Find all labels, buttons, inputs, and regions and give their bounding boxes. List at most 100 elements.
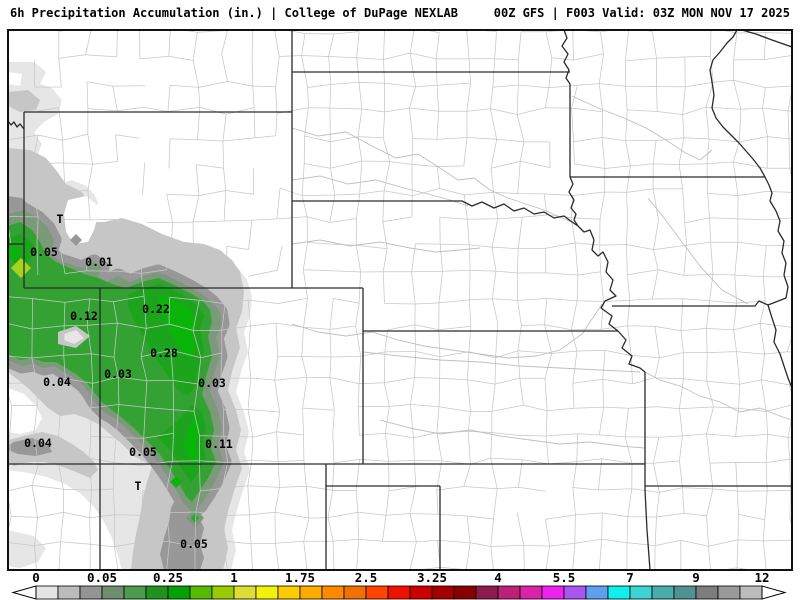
colorbar-segment — [79, 585, 103, 600]
precip-value-label: 0.04 — [43, 375, 71, 389]
colorbar-segment — [717, 585, 741, 600]
colorbar-tick-label: 12 — [754, 570, 769, 585]
colorbar-segment — [101, 585, 125, 600]
state-border — [292, 200, 579, 227]
colorbar-segment — [35, 585, 59, 600]
precip-value-label: 0.05 — [129, 445, 157, 459]
state-border — [767, 304, 792, 389]
colorbar-tick-label: 1.75 — [285, 570, 315, 585]
state-border — [617, 330, 646, 373]
colorbar-right-arrow-icon — [761, 585, 787, 600]
colorbar-tick-label: 9 — [692, 570, 700, 585]
colorbar-segment — [453, 585, 477, 600]
colorbar-tick-label: 7 — [626, 570, 634, 585]
state-border — [561, 30, 571, 177]
river-line — [291, 127, 575, 224]
state-border — [568, 176, 579, 227]
state-border — [577, 225, 619, 332]
colorbar-segment — [189, 585, 213, 600]
river-line — [291, 239, 481, 253]
rivers-layer — [291, 95, 792, 449]
colorbar-tick-label: 0.05 — [87, 570, 117, 585]
precip-area-trace-gray — [8, 530, 46, 568]
precip-value-label: 0.22 — [142, 302, 170, 316]
colorbar-segment — [651, 585, 675, 600]
state-borders-layer — [8, 30, 792, 570]
colorbar-segment — [277, 585, 301, 600]
precip-area-green-bright — [8, 246, 20, 260]
precip-value-label: 0.05 — [30, 245, 58, 259]
map-labels-layer: T 0.05 0.01 0.12 0.22 0.28 0.03 0.04 0.03 0.04 0.0… — [24, 212, 233, 551]
river-line — [379, 419, 645, 449]
colorbar-segment — [299, 585, 323, 600]
river-line — [647, 197, 749, 305]
precip-area-green-bright — [158, 296, 196, 358]
colorbar-segment — [57, 585, 81, 600]
colorbar-segment — [255, 585, 279, 600]
colorbar-tick-label: 5.5 — [553, 570, 576, 585]
colorbar-tick-label: 0.25 — [153, 570, 183, 585]
precip-value-label: 0.12 — [70, 309, 98, 323]
colorbar-segment — [321, 585, 345, 600]
colorbar-segment — [739, 585, 763, 600]
colorbar-segment — [409, 585, 433, 600]
colorbar-segment — [695, 585, 719, 600]
precip-area-hole-lighter — [64, 330, 84, 344]
precip-value-label: T — [135, 479, 142, 493]
precip-area-white-holes — [8, 72, 22, 86]
colorbar-segment — [387, 585, 411, 600]
colorbar-segment — [541, 585, 565, 600]
colorbar-segment — [343, 585, 367, 600]
precip-area-light-gray — [8, 90, 40, 112]
state-border — [709, 30, 789, 306]
state-border — [8, 120, 25, 130]
river-line — [571, 95, 713, 161]
colorbar-tick-label: 2.5 — [355, 570, 378, 585]
colorbar-tick-label: 4 — [494, 570, 502, 585]
precip-area-green-bright — [170, 476, 182, 488]
river-line — [291, 303, 603, 359]
colorbar-segment — [167, 585, 191, 600]
precip-value-label: 0.03 — [104, 367, 132, 381]
state-border — [612, 300, 769, 307]
precip-area-yellow-green-spot — [11, 258, 31, 278]
model-run-info: 00Z GFS | F003 Valid: 03Z MON NOV 17 202… — [493, 6, 790, 20]
title-bar: 6h Precipitation Accumulation (in.) | Co… — [0, 0, 800, 28]
precip-value-label: 0.05 — [180, 537, 208, 551]
colorbar-segment — [233, 585, 257, 600]
colorbar-segment — [365, 585, 389, 600]
precip-value-label: T — [57, 212, 64, 226]
colorbar-tick-label: 0 — [32, 570, 40, 585]
colorbar: 0 0.05 0.25 1 1.75 2.5 3.25 4 5.5 7 9 12 — [11, 570, 787, 600]
colorbar-segment — [519, 585, 543, 600]
colorbar-segment — [563, 585, 587, 600]
state-border — [741, 30, 792, 48]
product-title: 6h Precipitation Accumulation (in.) | Co… — [10, 6, 458, 20]
colorbar-segment — [145, 585, 169, 600]
precip-value-label: 0.03 — [198, 376, 226, 390]
precip-value-label: 0.04 — [24, 436, 52, 450]
state-border — [644, 372, 651, 570]
map-border — [7, 29, 793, 571]
colorbar-segment — [211, 585, 235, 600]
colorbar-segment — [431, 585, 455, 600]
precip-area-dark-gray — [70, 234, 82, 246]
river-line — [644, 371, 792, 421]
precip-area-green-mid — [191, 513, 199, 523]
river-line — [362, 351, 641, 373]
precip-value-label: 0.11 — [205, 437, 233, 451]
precip-area-green-bright — [184, 416, 200, 464]
colorbar-segment — [673, 585, 697, 600]
precip-area-white-holes — [8, 388, 42, 434]
colorbar-tick-label: 3.25 — [417, 570, 447, 585]
colorbar-segment — [123, 585, 147, 600]
river-line — [291, 175, 469, 207]
precip-value-label: 0.01 — [85, 255, 113, 269]
colorbar-segment — [585, 585, 609, 600]
colorbar-left-arrow-icon — [11, 585, 37, 600]
colorbar-segment — [475, 585, 499, 600]
colorbar-tick-label: 1 — [230, 570, 238, 585]
colorbar-segment — [497, 585, 521, 600]
